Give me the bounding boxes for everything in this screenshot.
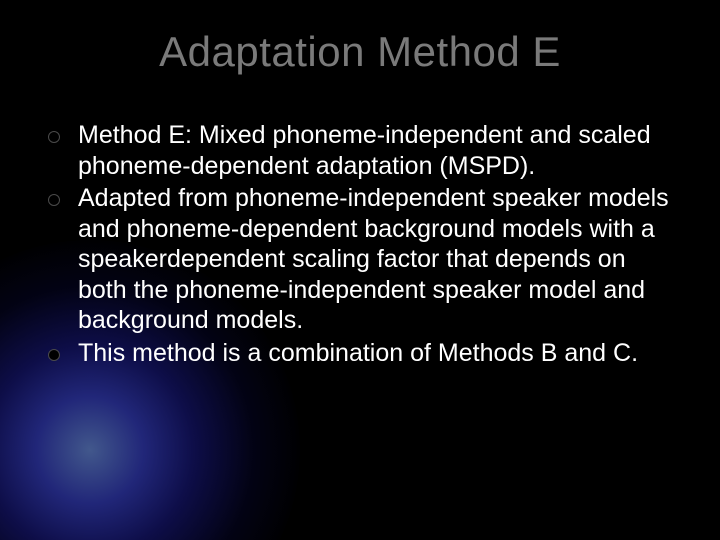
slide-title: Adaptation Method E bbox=[0, 28, 720, 76]
bullet-list: Method E: Mixed phoneme-independent and … bbox=[42, 120, 678, 368]
slide: Adaptation Method E Method E: Mixed phon… bbox=[0, 0, 720, 540]
slide-content: Method E: Mixed phoneme-independent and … bbox=[42, 120, 678, 370]
list-item: Adapted from phoneme-independent speaker… bbox=[42, 183, 678, 336]
list-item: Method E: Mixed phoneme-independent and … bbox=[42, 120, 678, 181]
list-item: This method is a combination of Methods … bbox=[42, 338, 678, 369]
